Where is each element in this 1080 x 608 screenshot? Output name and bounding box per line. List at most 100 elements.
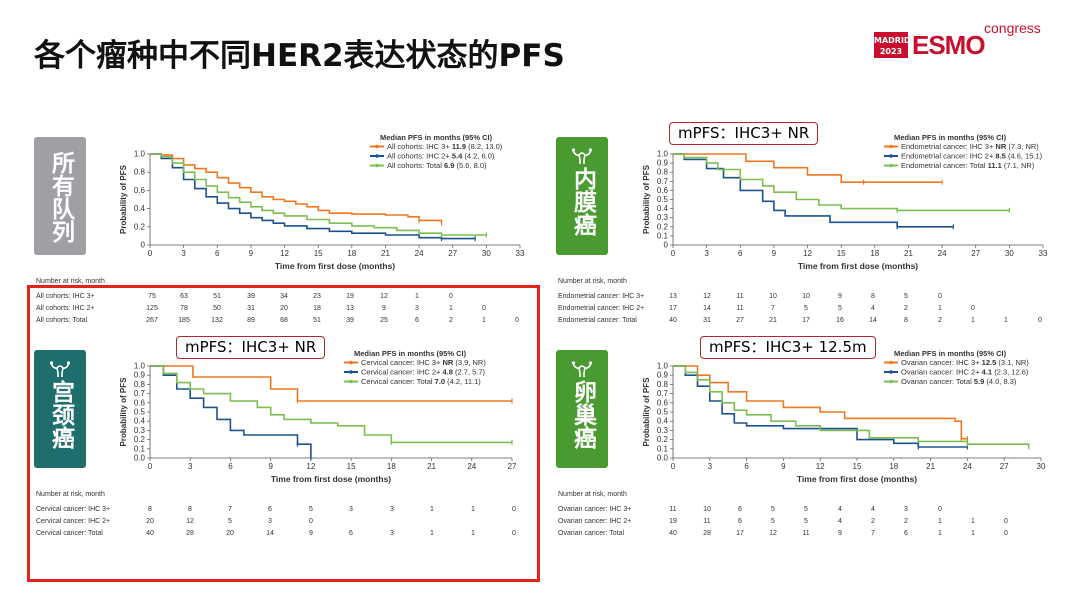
legend-label: Ovarian cancer: Total	[901, 377, 974, 386]
risk-value: 20	[226, 530, 234, 537]
x-tick-label: 3	[708, 462, 713, 471]
chart-all: 0 3 6 9 12 15 18 21 24 27 30 33 0 0.2 0.4 0.6 0.8 1.0 Time…	[119, 133, 525, 271]
legend-median: 8.5	[995, 152, 1005, 161]
risk-value: 3	[415, 305, 419, 312]
risk-value: 19	[346, 293, 354, 300]
legend-median: 4.1	[982, 368, 992, 377]
risk-value: 18	[313, 305, 321, 312]
legend-entry: All cohorts: IHC 3+ 11.9 (8.2, 13.0)	[387, 142, 503, 151]
risk-value: 63	[180, 293, 188, 300]
x-tick-label: 15	[853, 462, 862, 471]
legend-ci: (5.6, 8.0)	[454, 161, 487, 170]
legend-label: Endometrial cancer: IHC 2+	[901, 152, 995, 161]
risk-title: Number at risk, month	[558, 491, 627, 498]
risk-value: 78	[180, 305, 188, 312]
x-tick-label: 33	[516, 249, 525, 258]
legend-title: Median PFS in months (95% CI)	[894, 349, 1007, 358]
y-axis-label: Probability of PFS	[642, 377, 651, 447]
y-tick-label: 0.2	[657, 222, 669, 231]
legend-label: Cervical cancer: IHC 2+	[361, 368, 443, 377]
y-tick-label: 0.2	[134, 435, 146, 444]
legend-ci: (2.7, 5.7)	[453, 368, 486, 377]
risk-value: 10	[703, 506, 711, 513]
legend-marker	[889, 144, 893, 149]
y-tick-label: 0.8	[134, 168, 146, 177]
esmo-logo: MADRID 2023 ESMO congress	[872, 20, 1044, 64]
legend-marker	[889, 163, 893, 168]
series-line-orange	[673, 153, 943, 183]
y-axis-label: Probability of PFS	[119, 377, 128, 447]
legend-marker	[349, 360, 353, 365]
chart-endometrial: 0 3 6 9 12 15 18 21 24 27 30 3300.10.20.30.40.50.60…	[642, 133, 1048, 271]
y-tick-label: 0.6	[657, 398, 669, 407]
risk-value: 20	[146, 518, 154, 525]
legend-median: NR	[443, 358, 454, 367]
x-tick-label: 24	[938, 249, 947, 258]
risk-value: 185	[178, 317, 190, 324]
series-line-orange	[150, 153, 443, 224]
risk-value: 28	[186, 530, 194, 537]
x-tick-label: 18	[889, 462, 898, 471]
risk-value: 28	[703, 530, 711, 537]
logo-year: 2023	[879, 47, 903, 56]
y-tick-label: 1.0	[134, 150, 146, 159]
series-line-orange	[673, 365, 968, 440]
x-tick-label: 12	[306, 462, 315, 471]
risk-value: 0	[971, 305, 975, 312]
risk-value: 1	[430, 530, 434, 537]
risk-value: 51	[313, 317, 321, 324]
chart-ovarian: 0 3 6 9 12 15 18 21 24 27 300.00.10.20.30.40.50.60…	[642, 349, 1046, 484]
risk-value: 6	[268, 506, 272, 513]
y-tick-label: 0.8	[657, 168, 669, 177]
x-tick-label: 21	[381, 249, 390, 258]
legend-marker	[889, 360, 893, 365]
risk-value: 1	[482, 317, 486, 324]
risk-value: 17	[669, 305, 677, 312]
legend-entry: Cervical cancer: IHC 2+ 4.8 (2.7, 5.7)	[361, 368, 486, 377]
risk-value: 14	[703, 305, 711, 312]
legend-median: 5.9	[974, 377, 984, 386]
risk-value: 89	[247, 317, 255, 324]
legend-marker	[349, 370, 353, 374]
x-tick-label: 15	[347, 462, 356, 471]
risk-value: 7	[228, 506, 232, 513]
risk-value: 2	[904, 518, 908, 525]
x-tick-label: 6	[215, 249, 220, 258]
legend-median: 12.5	[982, 358, 997, 367]
x-tick-label: 18	[870, 249, 879, 258]
legend-label: Ovarian cancer: IHC 3+	[901, 358, 982, 367]
risk-value: 20	[280, 305, 288, 312]
y-tick-label: 0	[664, 241, 669, 250]
series-line-green	[673, 153, 1010, 212]
legend-marker	[375, 144, 379, 149]
risk-value: 2	[871, 518, 875, 525]
risk-row-label: Endometrial cancer: IHC 3+	[558, 293, 645, 300]
risk-value: 3	[268, 518, 272, 525]
chart-cervical: 0 3 6 9 12 15 18 21 24 27 0.00.10.20.30.40.50.60.7…	[119, 349, 517, 484]
x-tick-label: 27	[1000, 462, 1009, 471]
tag-label: 内膜癌	[569, 167, 596, 236]
risk-value: 11	[669, 506, 677, 513]
risk-value: 27	[736, 317, 744, 324]
risk-value: 1	[415, 293, 419, 300]
x-tick-label: 12	[803, 249, 812, 258]
y-tick-label: 0.6	[134, 186, 146, 195]
risk-value: 51	[213, 293, 221, 300]
legend-median: 7.0	[435, 377, 445, 386]
risk-value: 0	[1004, 518, 1008, 525]
legend-entry: All cohorts: Total 6.9 (5.6, 8.0)	[387, 161, 487, 170]
legend-marker	[889, 154, 893, 158]
uterus-icon	[49, 361, 71, 377]
legend-label: Cervical cancer: IHC 3+	[361, 358, 443, 367]
legend-median: 6.9	[444, 161, 454, 170]
y-tick-label: 0.8	[134, 380, 146, 389]
y-tick-label: 0.1	[657, 444, 669, 453]
risk-value: 11	[736, 305, 744, 312]
risk-value: 1	[971, 530, 975, 537]
y-tick-label: 0.5	[134, 408, 146, 417]
x-tick-label: 3	[704, 249, 709, 258]
tag-all: 所有队列	[34, 137, 86, 255]
risk-value: 8	[188, 506, 192, 513]
y-tick-label: 0.8	[657, 380, 669, 389]
risk-value: 31	[247, 305, 255, 312]
